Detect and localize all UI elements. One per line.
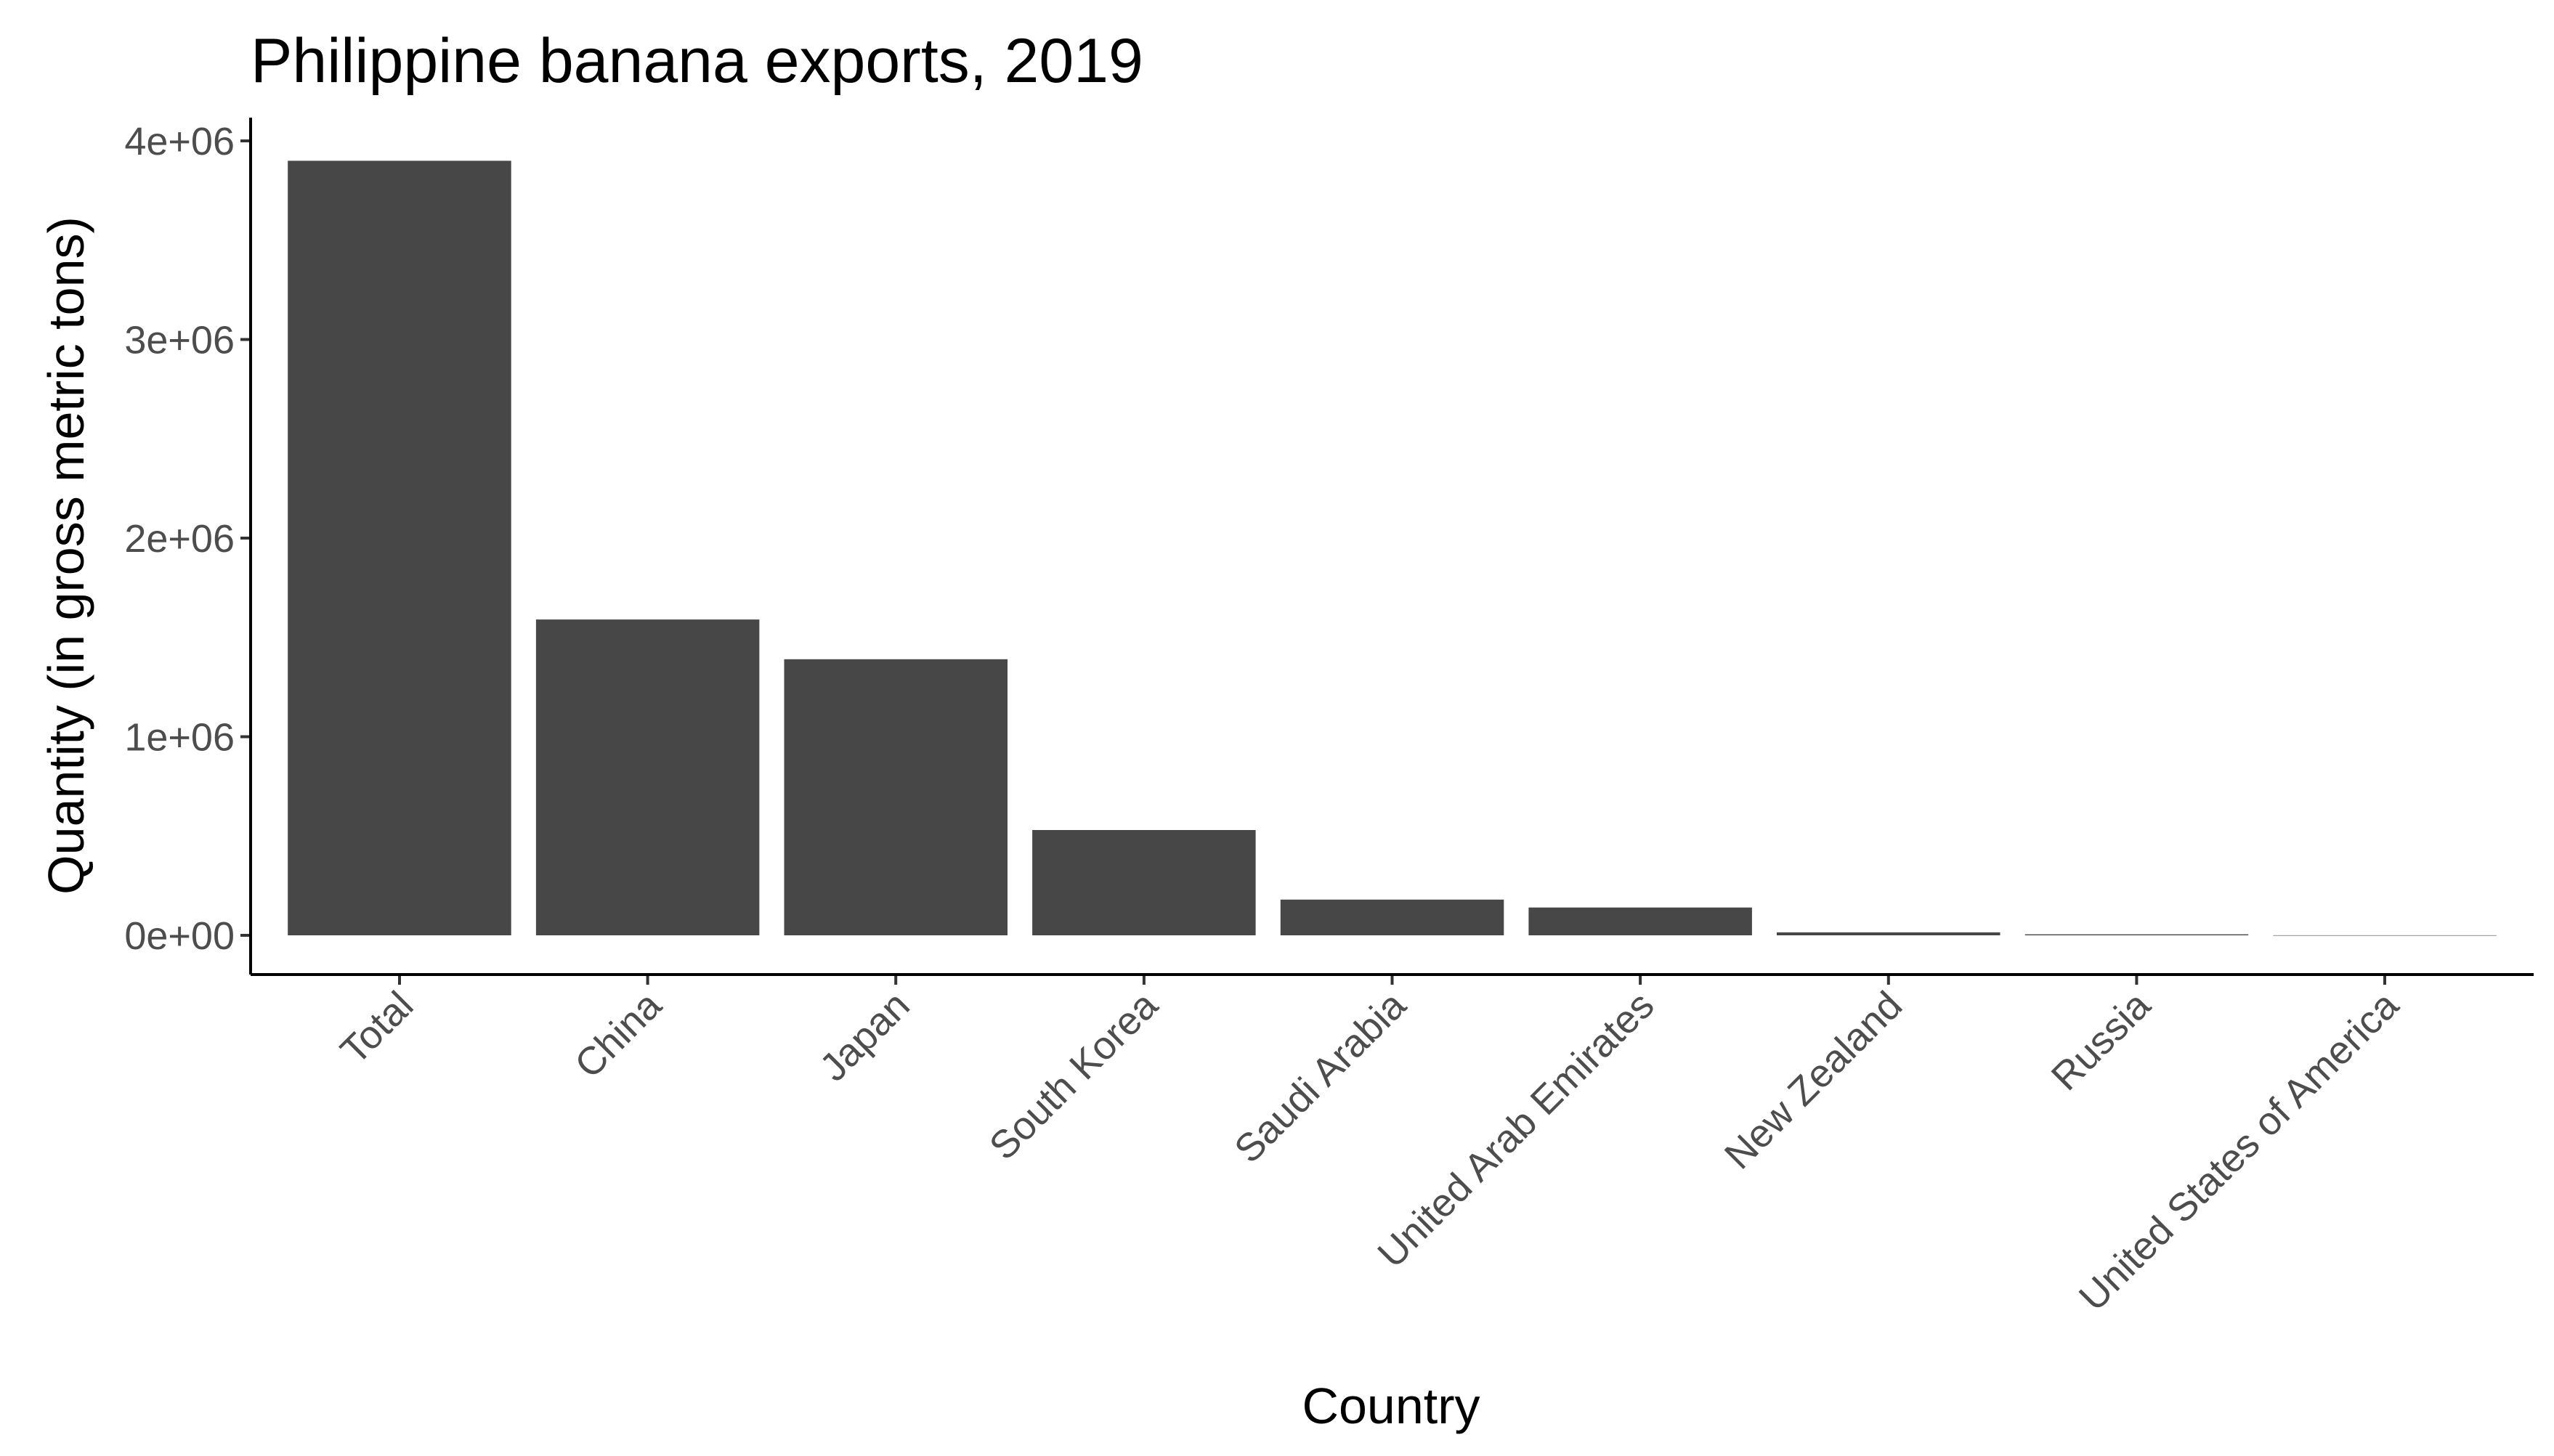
bar-south-korea	[1032, 830, 1256, 935]
x-tick-label: South Korea	[981, 983, 1167, 1168]
x-tick-label: China	[567, 983, 670, 1086]
x-ticks-layer: Total China Japan South Korea Saudi ArabiaUn…	[332, 975, 2407, 1319]
x-tick-label: Japan	[811, 983, 917, 1089]
x-tick-label: Total	[332, 983, 421, 1073]
x-tick-label: United Arab Emirates	[1369, 983, 1662, 1276]
bar-saudi-arabia	[1280, 899, 1504, 935]
x-tick-label: Russia	[2043, 983, 2160, 1099]
y-tick-label: 0e+00	[124, 914, 235, 958]
bar-new-zealand	[1777, 932, 2000, 935]
bar-china	[535, 619, 760, 935]
y-tick-label: 2e+06	[124, 517, 235, 561]
bar-united-arab-emirates	[1528, 907, 1752, 935]
y-axis-title: Quantity (in gross metric tons)	[38, 216, 94, 895]
y-tick-label: 3e+06	[124, 319, 235, 362]
bars-layer	[288, 160, 2497, 936]
x-axis-title: Country	[1302, 1378, 1480, 1434]
x-tick-label: Saudi Arabia	[1226, 983, 1415, 1171]
bar-total	[288, 160, 511, 935]
y-ticks-layer: 0e+00 1e+06 2e+06 3e+06 4e+06	[124, 120, 251, 958]
chart-title: Philippine banana exports, 2019	[251, 26, 1143, 96]
x-tick-label: New Zealand	[1716, 983, 1910, 1177]
bar-japan	[784, 659, 1008, 935]
y-tick-label: 4e+06	[124, 120, 235, 163]
y-tick-label: 1e+06	[124, 716, 235, 760]
bar-united-states-of-america	[2273, 935, 2497, 936]
